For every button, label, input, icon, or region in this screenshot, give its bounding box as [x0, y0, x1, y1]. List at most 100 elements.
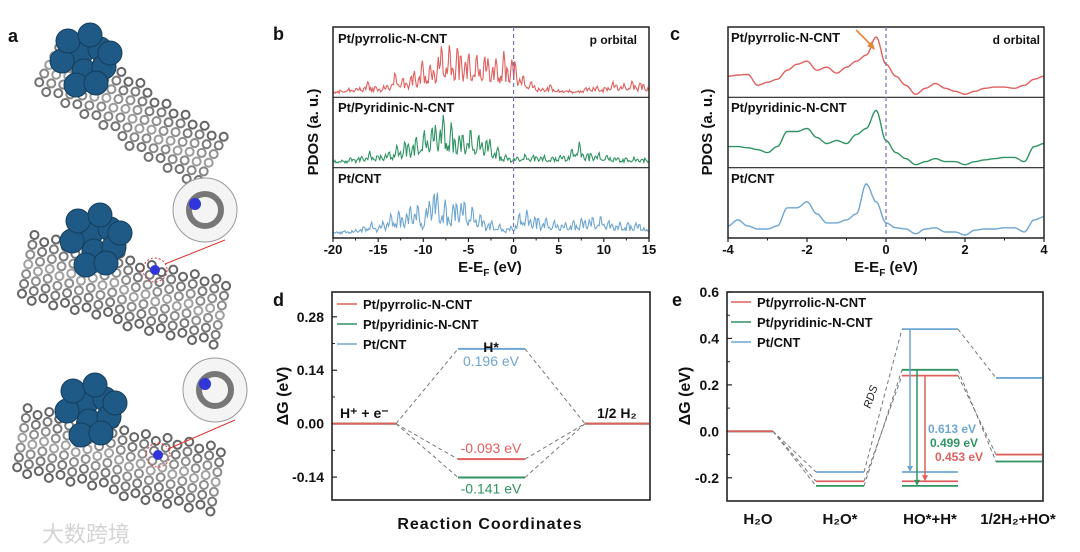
carbon-ring [68, 457, 79, 468]
x-tick-label: -10 [414, 242, 433, 257]
carbon-ring [122, 122, 133, 133]
carbon-ring [218, 131, 229, 142]
carbon-ring [179, 318, 190, 329]
carbon-ring [165, 479, 176, 490]
carbon-ring [212, 467, 223, 478]
carbon-ring [198, 166, 209, 177]
y-tick-label: -0.14 [292, 469, 324, 485]
carbon-ring [163, 117, 174, 128]
carbon-ring [55, 469, 66, 480]
carbon-ring [16, 288, 27, 299]
pt-atom [102, 390, 128, 416]
carbon-ring [22, 469, 33, 480]
carbon-ring [72, 99, 83, 110]
carbon-ring [116, 294, 127, 305]
carbon-ring [130, 86, 141, 97]
carbon-ring [173, 495, 184, 506]
series-label-pyridinic: Pt/Pyridinic-N-CNT [338, 100, 454, 115]
carbon-ring [160, 442, 171, 453]
carbon-ring [49, 443, 60, 454]
carbon-ring [35, 256, 46, 267]
carbon-ring [123, 461, 134, 472]
carbon-ring [215, 447, 226, 458]
carbon-ring [40, 426, 51, 437]
carbon-ring [58, 450, 69, 461]
connector-pyridinic [524, 423, 586, 478]
carbon-ring [138, 299, 149, 310]
carbon-ring [35, 456, 46, 467]
carbon-ring [148, 143, 159, 154]
carbon-ring [205, 303, 216, 314]
carbon-ring [167, 469, 178, 480]
carbon-ring [64, 278, 75, 289]
carbon-ring [150, 435, 161, 446]
carbon-ring [62, 288, 73, 299]
pt-atom [93, 250, 119, 276]
panel-c-d-orbital-pdos: d orbital Pt/pyrrolic-N-CNT Pt/pyridinic… [699, 26, 1048, 279]
pt-atom [87, 202, 113, 228]
carbon-ring [137, 448, 148, 459]
carbon-ring [90, 460, 101, 471]
carbon-ring [162, 498, 173, 509]
carbon-ring [207, 293, 218, 304]
carbon-ring [83, 292, 94, 303]
carbon-ring [97, 280, 108, 291]
carbon-ring [190, 463, 201, 474]
panel-e-water-dissociation-free-energy: ΔG (eV) RDS 0.6 0.4 0.2 0.0 -0.2 0.453 eV0.49… [677, 284, 1056, 528]
carbon-ring [185, 492, 196, 503]
carbon-ring [78, 463, 89, 474]
carbon-ring [201, 139, 212, 150]
carbon-ring [165, 135, 176, 146]
carbon-ring [132, 272, 143, 283]
carbon-ring [221, 280, 232, 291]
carbon-ring [155, 153, 166, 164]
connector-cnt [395, 348, 459, 424]
carbon-ring [209, 283, 220, 294]
carbon-ring [177, 136, 188, 147]
carbon-ring [181, 308, 192, 319]
y-axis-label: PDOS (a. u.) [699, 89, 716, 176]
carbon-ring [206, 130, 217, 141]
carbon-ring [168, 108, 179, 119]
carbon-ring [175, 281, 186, 292]
carbon-ring [50, 433, 61, 444]
panel-label-e: e [672, 290, 682, 310]
carbon-ring [135, 77, 146, 88]
carbon-ring [125, 95, 136, 106]
carbon-ring [204, 450, 215, 461]
carbon-ring [200, 322, 211, 333]
carbon-ring [21, 269, 32, 280]
carbon-ring [160, 144, 171, 155]
carbon-ring [39, 68, 50, 79]
carbon-ring [67, 466, 78, 477]
y-axis-label: ΔG (eV) [275, 367, 292, 426]
carbon-ring [132, 478, 143, 489]
connector-cnt [957, 328, 997, 379]
x-axis-label: Reaction Coordinates [397, 516, 582, 533]
carbon-ring [39, 237, 50, 248]
carbon-ring [170, 127, 181, 138]
carbon-ring [33, 466, 44, 477]
x-category-label: HO*+H* [903, 511, 957, 528]
x-tick-label: -20 [324, 242, 343, 257]
carbon-ring [141, 133, 152, 144]
carbon-ring [184, 146, 195, 157]
carbon-ring [177, 476, 188, 487]
carbon-ring [159, 303, 170, 314]
carbon-ring [53, 88, 64, 99]
carbon-ring [103, 111, 114, 122]
carbon-ring [199, 120, 210, 131]
carbon-ring [123, 265, 134, 276]
highlight-circle [142, 257, 168, 283]
pt-atom [107, 220, 133, 246]
carbon-ring [29, 429, 40, 440]
x-category-label: H₂O [743, 511, 772, 528]
x-tick-label: 4 [1040, 242, 1048, 257]
carbon-ring [27, 439, 38, 450]
carbon-ring [108, 102, 119, 113]
carbon-ring [174, 164, 185, 175]
y-tick-label: 0.6 [700, 284, 720, 300]
carbon-ring [95, 289, 106, 300]
carbon-ring [192, 453, 203, 464]
